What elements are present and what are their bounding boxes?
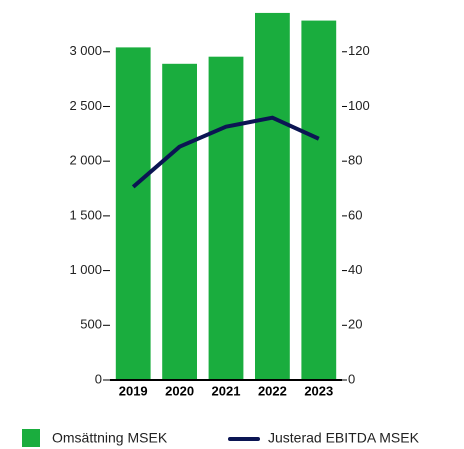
y2-tick-label: 40 — [348, 262, 362, 277]
line — [131, 115, 320, 189]
y-tick-label: 2 000 — [69, 153, 102, 168]
x-tick-label: 2022 — [258, 383, 287, 398]
x-tick-label: 2020 — [165, 383, 194, 398]
bar — [208, 56, 244, 381]
y2-tick-label: 100 — [348, 98, 370, 113]
y-tick-label: 500 — [80, 317, 102, 332]
y-tick-label: 2 500 — [69, 98, 102, 113]
bar — [255, 12, 290, 381]
legend-label: Justerad EBITDA MSEK — [268, 430, 420, 446]
legend-label: Omsättning MSEK — [52, 430, 168, 446]
bar — [115, 47, 151, 380]
y2-tick-label: 80 — [348, 153, 362, 168]
y-tick-label: 0 — [95, 371, 102, 386]
y2-tick-label: 20 — [348, 317, 362, 332]
x-tick-label: 2019 — [119, 383, 148, 398]
y-tick-label: 1 000 — [69, 262, 102, 277]
y2-tick-label: 120 — [348, 43, 370, 58]
bar — [162, 63, 197, 381]
x-tick-label: 2021 — [212, 383, 241, 398]
legend-swatch — [22, 429, 40, 447]
y-tick-label: 3 000 — [69, 43, 102, 58]
y-tick-label: 1 500 — [69, 207, 102, 222]
bar — [301, 20, 337, 380]
y2-tick-label: 60 — [348, 207, 362, 222]
x-tick-label: 2023 — [304, 383, 333, 398]
y2-tick-label: 0 — [348, 371, 355, 386]
